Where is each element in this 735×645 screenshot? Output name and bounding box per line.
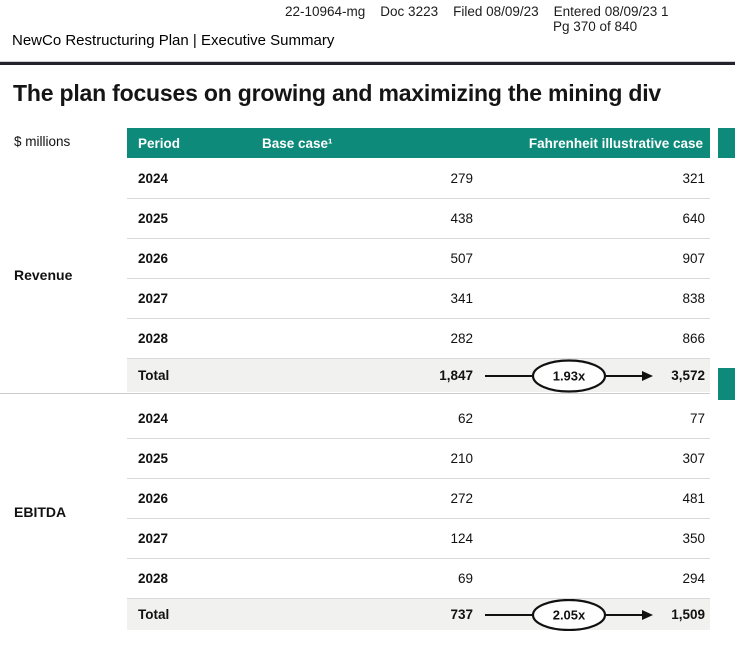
period-cell: 2028 (138, 571, 169, 586)
period-cell: 2026 (138, 491, 169, 506)
column-header-base-case: Base case¹ (262, 135, 333, 151)
clipped-table-total-fragment (718, 368, 735, 400)
table-row: 2027 341 838 (127, 278, 710, 318)
financial-table: Period Base case¹ Fahrenheit illustrativ… (127, 128, 710, 631)
period-cell: 2025 (138, 211, 169, 226)
total-fahrenheit-value: 3,572 (671, 368, 705, 383)
period-cell: 2025 (138, 451, 169, 466)
period-cell: 2027 (138, 291, 169, 306)
table-header-row: Period Base case¹ Fahrenheit illustrativ… (127, 128, 710, 158)
fahrenheit-value: 294 (682, 571, 705, 586)
period-cell: 2024 (138, 170, 169, 186)
table-row: 2025 210 307 (127, 438, 710, 478)
fahrenheit-value: 77 (689, 410, 705, 426)
docket-stamp-line: 22-10964-mg Doc 3223 Filed 08/09/23 Ente… (285, 4, 669, 19)
base-case-value: 279 (450, 170, 473, 186)
fahrenheit-value: 907 (682, 251, 705, 266)
header-divider-rule (0, 61, 735, 65)
table-row: 2028 69 294 (127, 558, 710, 598)
fahrenheit-value: 481 (682, 491, 705, 506)
base-case-value: 507 (450, 251, 473, 266)
period-cell: 2026 (138, 251, 169, 266)
section-gap (127, 392, 710, 398)
base-case-value: 341 (450, 291, 473, 306)
period-cell: 2028 (138, 331, 169, 346)
table-total-row-ebitda: Total 737 1,509 2.05x (127, 598, 710, 631)
column-header-period: Period (138, 135, 181, 151)
total-fahrenheit-value: 1,509 (671, 607, 705, 622)
base-case-value: 272 (450, 491, 473, 506)
table-row: 2026 507 907 (127, 238, 710, 278)
total-base-value: 1,847 (439, 368, 473, 383)
total-label: Total (138, 607, 170, 622)
base-case-value: 69 (457, 571, 473, 586)
table-total-row-revenue: Total 1,847 3,572 1.93x (127, 358, 710, 393)
document-subtitle: NewCo Restructuring Plan | Executive Sum… (12, 32, 335, 49)
table-row: 2026 272 481 (127, 478, 710, 518)
row-group-label-ebitda: EBITDA (14, 504, 67, 520)
base-case-value: 124 (450, 531, 473, 546)
table-row: 2024 62 77 (127, 398, 710, 438)
multiple-callout-arrow: 1.93x (485, 359, 653, 393)
table-row: 2027 124 350 (127, 518, 710, 558)
period-cell: 2024 (138, 410, 169, 426)
section-divider-line (0, 393, 710, 394)
period-cell: 2027 (138, 531, 169, 546)
page-title: The plan focuses on growing and maximizi… (13, 80, 661, 106)
fahrenheit-value: 350 (682, 531, 705, 546)
table-row: 2025 438 640 (127, 198, 710, 238)
units-label: $ millions (14, 134, 71, 149)
fahrenheit-value: 838 (682, 291, 705, 306)
column-header-fahrenheit-case: Fahrenheit illustrative case (528, 135, 703, 151)
docket-page-number: Pg 370 of 840 (553, 19, 638, 34)
multiple-value: 1.93x (553, 369, 586, 384)
table-row: 2028 282 866 (127, 318, 710, 358)
base-case-value: 210 (450, 451, 473, 466)
fahrenheit-value: 321 (682, 170, 705, 186)
multiple-callout-arrow: 2.05x (485, 599, 653, 631)
total-base-value: 737 (450, 607, 473, 622)
table-row: 2024 279 321 (127, 158, 710, 198)
multiple-value: 2.05x (553, 608, 586, 623)
clipped-table-header-fragment (718, 128, 735, 158)
base-case-value: 438 (450, 211, 473, 226)
total-label: Total (138, 368, 170, 383)
base-case-value: 282 (450, 331, 473, 346)
fahrenheit-value: 307 (682, 451, 705, 466)
row-group-label-revenue: Revenue (14, 267, 73, 283)
fahrenheit-value: 640 (682, 211, 705, 226)
base-case-value: 62 (457, 410, 473, 426)
fahrenheit-value: 866 (682, 331, 705, 346)
